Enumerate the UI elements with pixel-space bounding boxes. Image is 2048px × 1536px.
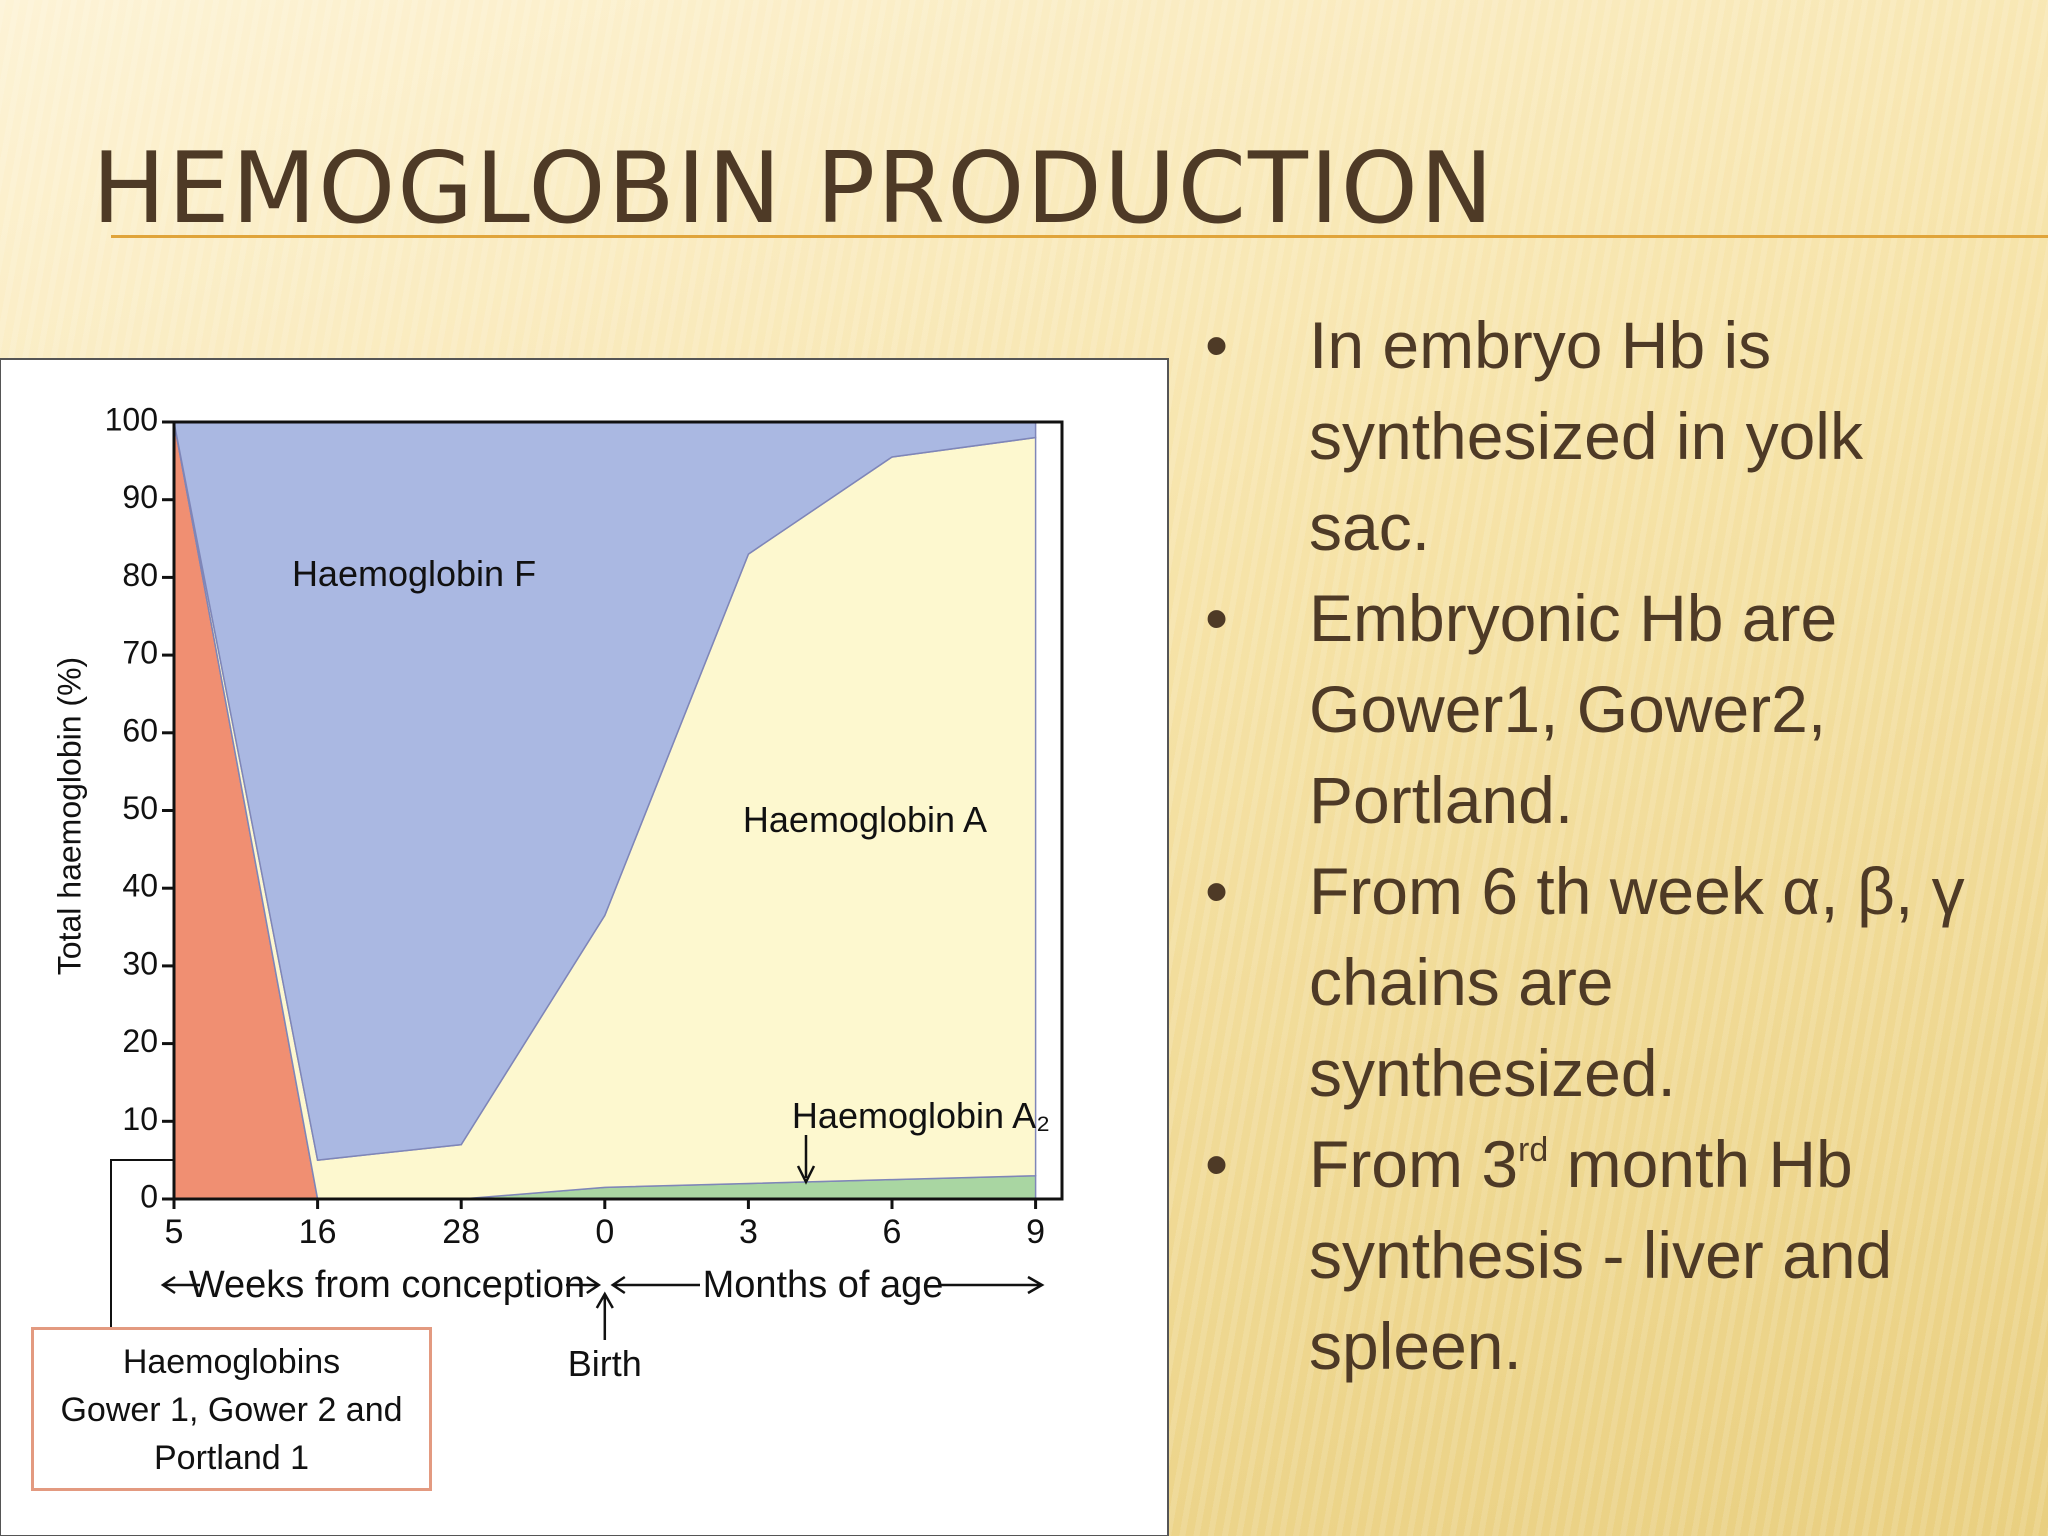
y-tick-label: 20 (122, 1023, 158, 1059)
y-tick-label: 60 (122, 712, 158, 748)
bullet-text: In embryo Hb is synthesized in yolk sac. (1309, 308, 1863, 564)
x-tick-label: 3 (739, 1213, 758, 1251)
bullet: From 3rd month Hb synthesis - liver and … (1205, 1119, 1995, 1392)
y-tick-label: 0 (140, 1178, 158, 1214)
bullet-text: rd (1518, 1131, 1549, 1169)
y-tick-label: 50 (122, 790, 158, 826)
area-label: Haemoglobin A (743, 799, 987, 840)
area-label: Haemoglobin A₂ (792, 1095, 1050, 1136)
x-tick-label: 5 (165, 1213, 184, 1251)
title-rule (111, 235, 2048, 238)
bullet: Embryonic Hb are Gower1, Gower2, Portlan… (1205, 573, 1995, 846)
bullet-text: From 6 th week α, β, γ chains are synthe… (1309, 854, 1965, 1110)
arrow (796, 1135, 816, 1185)
embryonic-label: Haemoglobins Gower 1, Gower 2 and Portla… (31, 1327, 432, 1491)
slide-title: HEMOGLOBIN PRODUCTION (92, 132, 1496, 246)
x-tick-label: 6 (883, 1213, 902, 1251)
bullet-list: In embryo Hb is synthesized in yolk sac.… (1205, 300, 1995, 1392)
area-label: Haemoglobin F (292, 553, 536, 594)
y-tick-label: 40 (122, 868, 158, 904)
y-tick-label: 70 (122, 635, 158, 671)
x-tick-label: 16 (299, 1213, 337, 1251)
connector (110, 1159, 174, 1327)
x-axis-label: Months of age (703, 1264, 944, 1306)
x-tick-label: 0 (595, 1213, 614, 1251)
x-tick-label: 28 (442, 1213, 480, 1251)
x-axis-label: Weeks from conception (189, 1264, 585, 1306)
y-tick-label: 10 (122, 1101, 158, 1137)
y-axis-label: Total haemoglobin (%) (51, 657, 87, 975)
chart: Total haemoglobin (%) 010203040506070809… (0, 358, 1169, 1536)
bullet-text: From 3 (1309, 1127, 1519, 1201)
x-tick-label: 9 (1026, 1213, 1045, 1251)
y-tick-label: 100 (105, 401, 158, 437)
birth-arrow (595, 1291, 614, 1340)
annotation: Birth (568, 1343, 642, 1384)
y-tick-label: 30 (122, 945, 158, 981)
bullet-text: Embryonic Hb are Gower1, Gower2, Portlan… (1309, 581, 1838, 837)
axis-arrows (160, 1275, 1045, 1295)
bullet: In embryo Hb is synthesized in yolk sac. (1205, 300, 1995, 573)
y-tick-label: 80 (122, 557, 158, 593)
bullet-text: month Hb synthesis - liver and spleen. (1309, 1127, 1893, 1383)
bullet: From 6 th week α, β, γ chains are synthe… (1205, 846, 1995, 1119)
y-tick-label: 90 (122, 479, 158, 515)
